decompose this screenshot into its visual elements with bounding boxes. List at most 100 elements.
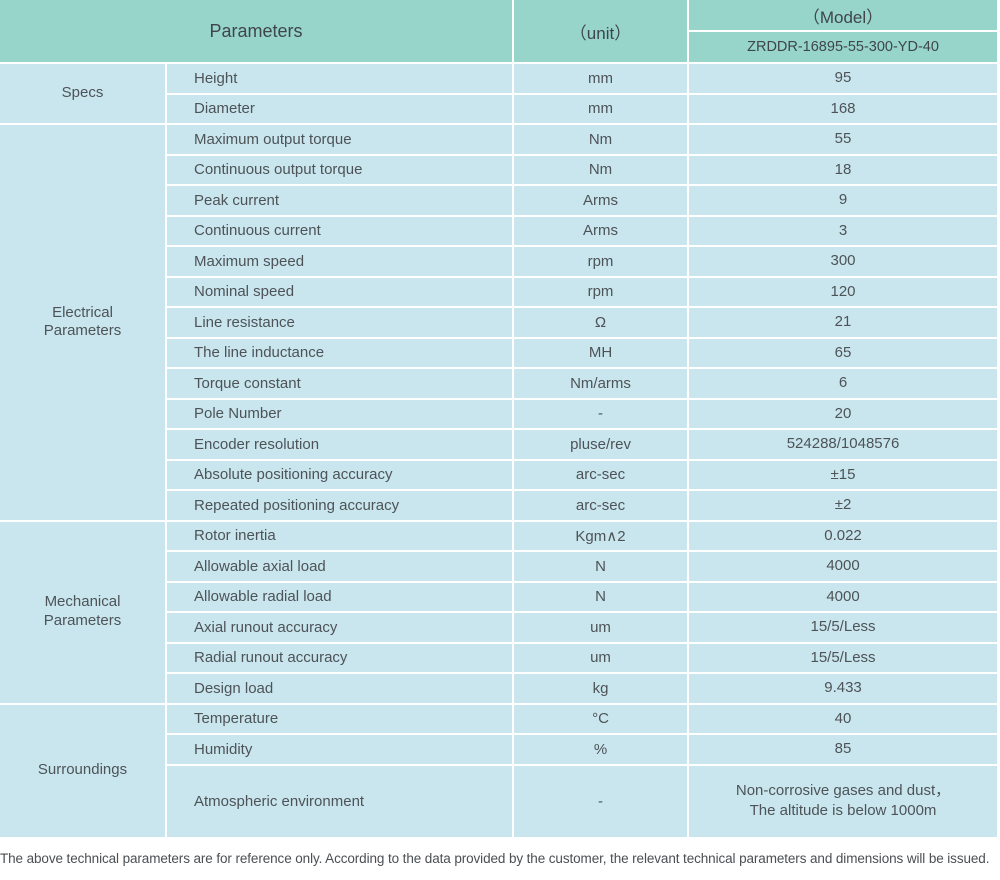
table-row: Mechanical Parameters Rotor inertia Kgm∧2 0… bbox=[0, 521, 998, 703]
parameter-name-cell: Design load bbox=[167, 674, 513, 703]
parameter-unit-cell: °C bbox=[514, 704, 688, 733]
parameter-value-cell: 15/5/Less bbox=[689, 613, 998, 642]
parameter-name-cell: Rotor inertia bbox=[167, 521, 513, 550]
parameters-table: Parameters （unit） （Model） ZRDDR-16895-55… bbox=[0, 0, 998, 837]
table-row: Humidity% 85 bbox=[0, 735, 998, 764]
table-row: Specs Height mm 95 bbox=[0, 64, 998, 123]
parameter-value-cell: 9 bbox=[689, 186, 998, 215]
table-row: Line resistance Ω 21 bbox=[0, 308, 998, 337]
parameter-unit-cell: MH bbox=[514, 338, 688, 367]
parameter-unit-cell: mm bbox=[514, 94, 688, 123]
parameter-value-cell: 3 bbox=[689, 216, 998, 245]
parameter-unit-cell: rpm bbox=[514, 247, 688, 276]
parameter-name-cell: Allowable radial load bbox=[167, 582, 513, 611]
parameter-unit-cell: N bbox=[514, 582, 688, 611]
parameter-value-cell: 20 bbox=[689, 399, 998, 428]
parameter-value-cell: 40 bbox=[689, 704, 998, 733]
category-cell: Specs bbox=[0, 64, 165, 123]
table-row: Continuous current Arms 3 bbox=[0, 216, 998, 245]
parameter-value-cell: 4000 bbox=[689, 582, 998, 611]
parameter-name-cell: Atmospheric environment bbox=[167, 765, 513, 837]
table-row: Nominal speed rpm 120 bbox=[0, 277, 998, 306]
header-row-1: Parameters （unit） （Model） bbox=[0, 0, 998, 62]
table-row: Torque constant Nm/arms 6 bbox=[0, 369, 998, 398]
parameter-value-cell: Non-corrosive gases and dust， The altitu… bbox=[689, 765, 998, 837]
parameter-name-cell: Repeated positioning accuracy bbox=[167, 491, 513, 520]
table-row: Maximum speed rpm 300 bbox=[0, 247, 998, 276]
parameter-value-cell: 55 bbox=[689, 125, 998, 154]
parameter-unit-cell: pluse/rev bbox=[514, 430, 688, 459]
parameter-value-cell: 9.433 bbox=[689, 674, 998, 703]
parameter-name-cell: Encoder resolution bbox=[167, 430, 513, 459]
model-header: （Model） bbox=[689, 0, 998, 30]
parameter-unit-cell: N bbox=[514, 552, 688, 581]
parameter-unit-cell: Nm bbox=[514, 155, 688, 184]
parameter-value-cell: 85 bbox=[689, 735, 998, 764]
parameter-name-cell: Absolute positioning accuracy bbox=[167, 460, 513, 489]
table-row: Electrical Parameters Maximum output torq… bbox=[0, 125, 998, 520]
table-body: Specs Height mm 95 Diameter mm 168 Electrical P… bbox=[0, 64, 998, 837]
table-row: Diameter mm 168 bbox=[0, 94, 998, 123]
parameter-value-cell: 168 bbox=[689, 94, 998, 123]
parameter-value-cell: 524288/1048576 bbox=[689, 430, 998, 459]
unit-header: （unit） bbox=[514, 0, 688, 62]
parameter-unit-cell: Arms bbox=[514, 186, 688, 215]
parameter-value-cell: ±2 bbox=[689, 491, 998, 520]
parameter-name-cell: Continuous output torque bbox=[167, 155, 513, 184]
parameter-name-cell: Line resistance bbox=[167, 308, 513, 337]
parameter-name-cell: Height bbox=[167, 64, 513, 93]
table-row: Allowable axial load N 4000 bbox=[0, 552, 998, 581]
category-cell: Surroundings bbox=[0, 704, 165, 837]
table-row: The line inductance MH 65 bbox=[0, 338, 998, 367]
parameter-name-cell: Diameter bbox=[167, 94, 513, 123]
parameter-name-cell: Radial runout accuracy bbox=[167, 643, 513, 672]
model-number: ZRDDR-16895-55-300-YD-40 bbox=[689, 32, 998, 62]
parameter-name-cell: The line inductance bbox=[167, 338, 513, 367]
table-row: Atmospheric environment - Non-corrosive ga… bbox=[0, 765, 998, 837]
parameter-unit-cell: - bbox=[514, 399, 688, 428]
table-row: Pole Number -20 bbox=[0, 399, 998, 428]
parameter-name-cell: Continuous current bbox=[167, 216, 513, 245]
parameter-value-cell: 6 bbox=[689, 369, 998, 398]
parameter-unit-cell: Nm bbox=[514, 125, 688, 154]
parameter-name-cell: Axial runout accuracy bbox=[167, 613, 513, 642]
parameter-unit-cell: % bbox=[514, 735, 688, 764]
parameter-name-cell: Humidity bbox=[167, 735, 513, 764]
parameter-unit-cell: Kgm∧2 bbox=[514, 521, 688, 550]
parameter-name-cell: Allowable axial load bbox=[167, 552, 513, 581]
parameter-name-cell: Torque constant bbox=[167, 369, 513, 398]
parameters-header: Parameters bbox=[0, 0, 513, 62]
table-row: Repeated positioning accuracy arc-sec ±2 bbox=[0, 491, 998, 520]
table-row: Radial runout accuracy um 15/5/Less bbox=[0, 643, 998, 672]
parameter-value-cell: 15/5/Less bbox=[689, 643, 998, 672]
parameter-value-cell: 65 bbox=[689, 338, 998, 367]
parameter-unit-cell: Arms bbox=[514, 216, 688, 245]
parameter-name-cell: Pole Number bbox=[167, 399, 513, 428]
header-row-2: ZRDDR-16895-55-300-YD-40 bbox=[0, 32, 998, 62]
parameter-name-cell: Maximum output torque bbox=[167, 125, 513, 154]
table-row: Surroundings Temperature °C 40 bbox=[0, 704, 998, 837]
parameter-value-cell: ±15 bbox=[689, 460, 998, 489]
parameter-unit-cell: arc-sec bbox=[514, 460, 688, 489]
parameter-unit-cell: um bbox=[514, 643, 688, 672]
parameter-unit-cell: kg bbox=[514, 674, 688, 703]
parameter-name-cell: Nominal speed bbox=[167, 277, 513, 306]
parameter-unit-cell: mm bbox=[514, 64, 688, 93]
parameter-name-cell: Temperature bbox=[167, 704, 513, 733]
table-row: Continuous output torque Nm 18 bbox=[0, 155, 998, 184]
table-row: Absolute positioning accuracy arc-sec ±15 bbox=[0, 460, 998, 489]
parameter-name-cell: Maximum speed bbox=[167, 247, 513, 276]
footnote: The above technical parameters are for r… bbox=[0, 850, 990, 866]
parameter-value-cell: 95 bbox=[689, 64, 998, 93]
parameter-value-cell: 300 bbox=[689, 247, 998, 276]
table-row: Design load kg 9.433 bbox=[0, 674, 998, 703]
category-cell: Electrical Parameters bbox=[0, 125, 165, 520]
parameter-value-cell: 0.022 bbox=[689, 521, 998, 550]
parameter-value-cell: 4000 bbox=[689, 552, 998, 581]
parameter-unit-cell: Nm/arms bbox=[514, 369, 688, 398]
parameter-value-cell: 18 bbox=[689, 155, 998, 184]
parameter-unit-cell: - bbox=[514, 765, 688, 837]
parameter-unit-cell: Ω bbox=[514, 308, 688, 337]
parameter-value-cell: 120 bbox=[689, 277, 998, 306]
